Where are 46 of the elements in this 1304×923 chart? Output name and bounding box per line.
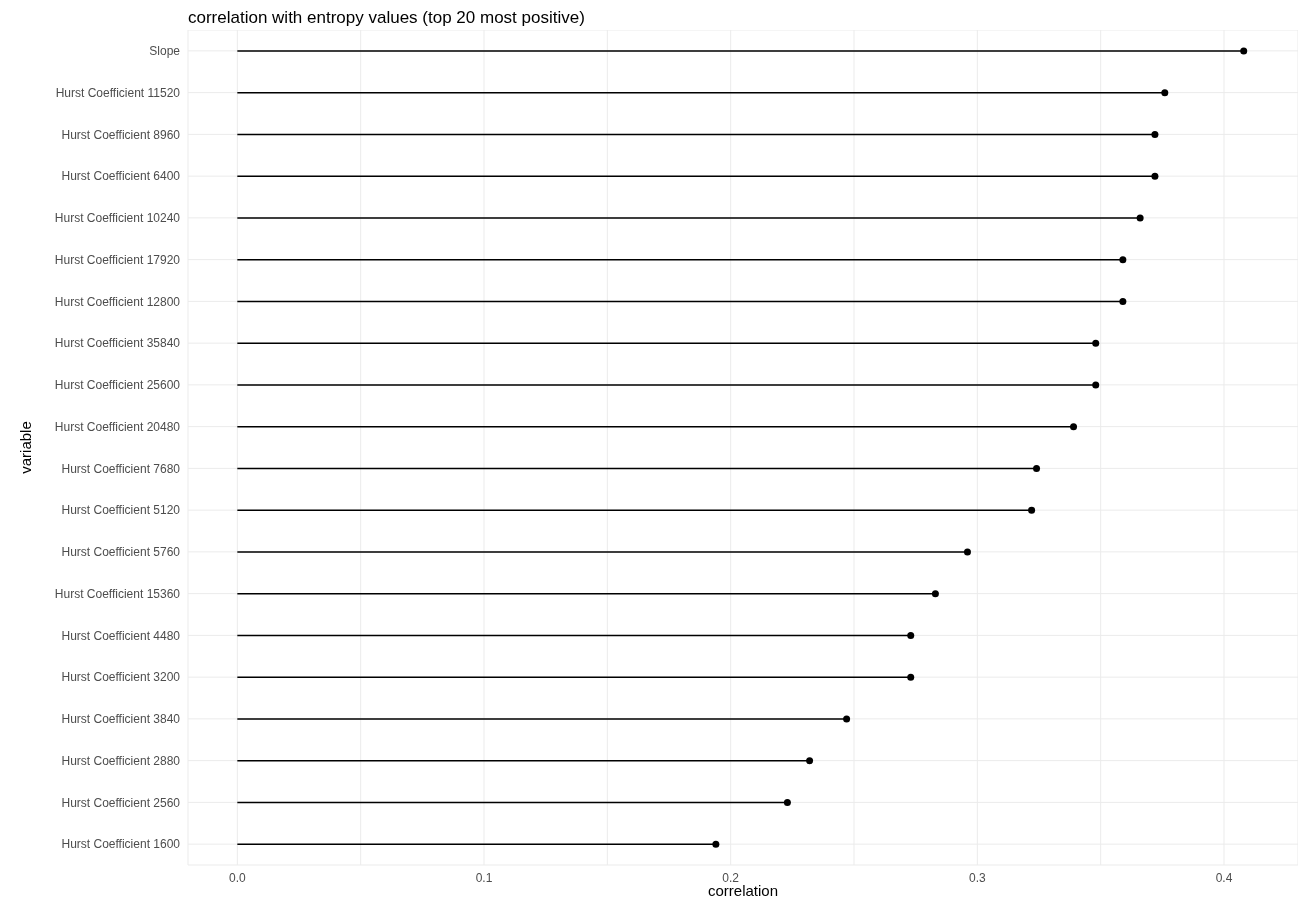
point bbox=[712, 840, 720, 848]
point bbox=[1119, 298, 1127, 305]
y-tick-label: Hurst Coefficient 2880 bbox=[61, 753, 181, 768]
point bbox=[1092, 339, 1100, 347]
y-tick-label: Hurst Coefficient 6400 bbox=[61, 169, 181, 184]
point bbox=[1119, 256, 1127, 264]
point bbox=[1033, 465, 1041, 472]
y-tick-label: Hurst Coefficient 4480 bbox=[61, 628, 181, 643]
point bbox=[907, 673, 915, 681]
x-tick-label: 0.1 bbox=[475, 870, 493, 885]
x-tick-label: 0.0 bbox=[228, 870, 246, 885]
point bbox=[1161, 89, 1169, 97]
y-tick-label: Hurst Coefficient 5120 bbox=[61, 503, 181, 518]
point bbox=[806, 757, 814, 765]
y-tick-label: Hurst Coefficient 3840 bbox=[61, 712, 181, 727]
point bbox=[1136, 214, 1144, 222]
y-tick-label: Hurst Coefficient 8960 bbox=[61, 127, 181, 142]
point bbox=[1240, 47, 1248, 55]
point bbox=[963, 548, 971, 556]
y-tick-label: Hurst Coefficient 11520 bbox=[55, 85, 181, 100]
point bbox=[1151, 131, 1159, 138]
point bbox=[1092, 381, 1100, 389]
x-tick-label: 0.3 bbox=[968, 870, 986, 885]
y-axis-title: variable bbox=[17, 421, 35, 474]
y-tick-label: Hurst Coefficient 3200 bbox=[61, 670, 181, 685]
y-tick-label: Hurst Coefficient 2560 bbox=[61, 795, 181, 810]
point bbox=[843, 715, 851, 723]
point bbox=[1151, 172, 1159, 180]
y-tick-label: Hurst Coefficient 10240 bbox=[54, 211, 181, 226]
point bbox=[907, 632, 915, 639]
y-tick-label: Hurst Coefficient 35840 bbox=[54, 336, 181, 351]
y-tick-label: Hurst Coefficient 7680 bbox=[61, 461, 181, 476]
point bbox=[931, 590, 939, 598]
y-tick-label: Hurst Coefficient 12800 bbox=[54, 294, 181, 309]
point bbox=[1070, 423, 1078, 431]
y-tick-label: Hurst Coefficient 25600 bbox=[54, 378, 181, 393]
y-tick-label: Hurst Coefficient 15360 bbox=[54, 586, 181, 601]
y-tick-label: Hurst Coefficient 20480 bbox=[54, 419, 181, 434]
y-tick-label: Hurst Coefficient 17920 bbox=[54, 252, 181, 267]
x-tick-label: 0.4 bbox=[1215, 870, 1233, 885]
point bbox=[783, 799, 791, 806]
chart-title: correlation with entropy values (top 20 most positive) bbox=[188, 8, 586, 29]
y-tick-label: Hurst Coefficient 5760 bbox=[61, 545, 181, 560]
point bbox=[1028, 506, 1036, 514]
y-tick-label: Hurst Coefficient 1600 bbox=[61, 837, 181, 852]
y-tick-label: Slope bbox=[149, 44, 181, 59]
